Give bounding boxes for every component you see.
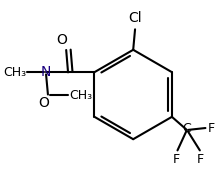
Text: CH₃: CH₃ (3, 66, 26, 79)
Text: CH₃: CH₃ (69, 89, 93, 102)
Text: N: N (41, 65, 51, 79)
Text: F: F (197, 153, 204, 166)
Text: F: F (208, 122, 215, 135)
Text: F: F (173, 153, 180, 166)
Text: Cl: Cl (128, 11, 142, 25)
Text: O: O (38, 96, 49, 110)
Text: O: O (56, 33, 67, 47)
Text: C: C (182, 122, 191, 136)
